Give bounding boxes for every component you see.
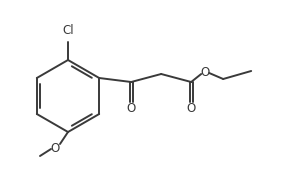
Text: O: O	[127, 103, 136, 116]
Text: O: O	[201, 65, 210, 79]
Text: O: O	[187, 103, 196, 116]
Text: O: O	[50, 142, 60, 156]
Text: Cl: Cl	[62, 24, 74, 37]
